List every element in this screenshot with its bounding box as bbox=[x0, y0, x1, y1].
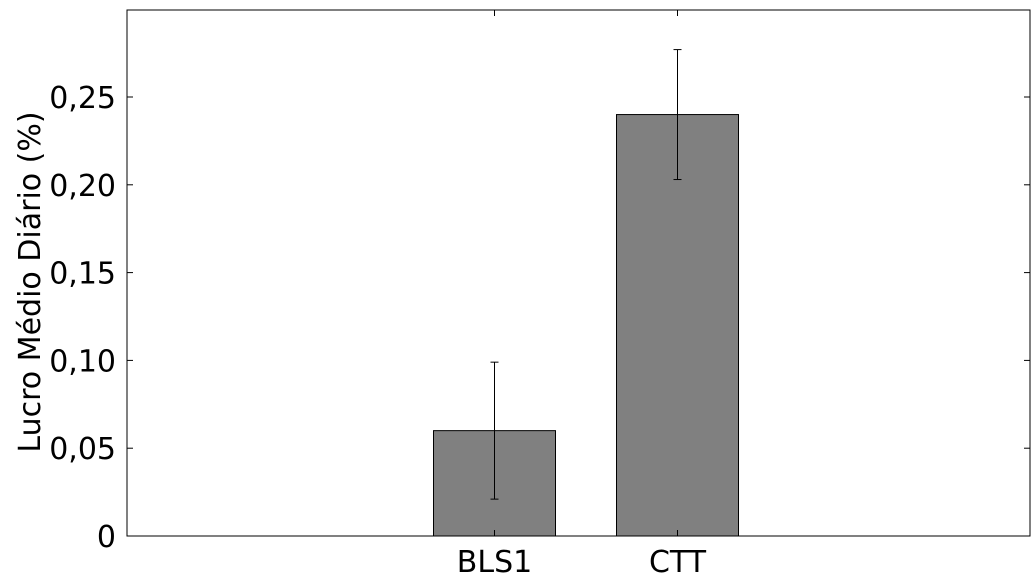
plot-frame bbox=[126, 9, 1031, 537]
x-tick-label-bls1: BLS1 bbox=[457, 545, 532, 580]
y-tick-label: 0,25 bbox=[49, 81, 116, 116]
y-axis-title: Lucro Médio Diário (%) bbox=[13, 111, 48, 452]
x-axis: BLS1 CTT bbox=[457, 10, 707, 580]
y-axis: 0 0,05 0,10 0,15 0,20 0,25 bbox=[49, 81, 1030, 555]
plot-area bbox=[433, 49, 739, 537]
y-tick-label: 0,20 bbox=[49, 169, 116, 204]
y-tick-label: 0 bbox=[97, 520, 116, 555]
y-tick-label: 0,15 bbox=[49, 257, 116, 292]
y-tick-label: 0,05 bbox=[49, 432, 116, 467]
x-tick-label-ctt: CTT bbox=[649, 545, 707, 580]
y-tick-label: 0,10 bbox=[49, 344, 116, 379]
